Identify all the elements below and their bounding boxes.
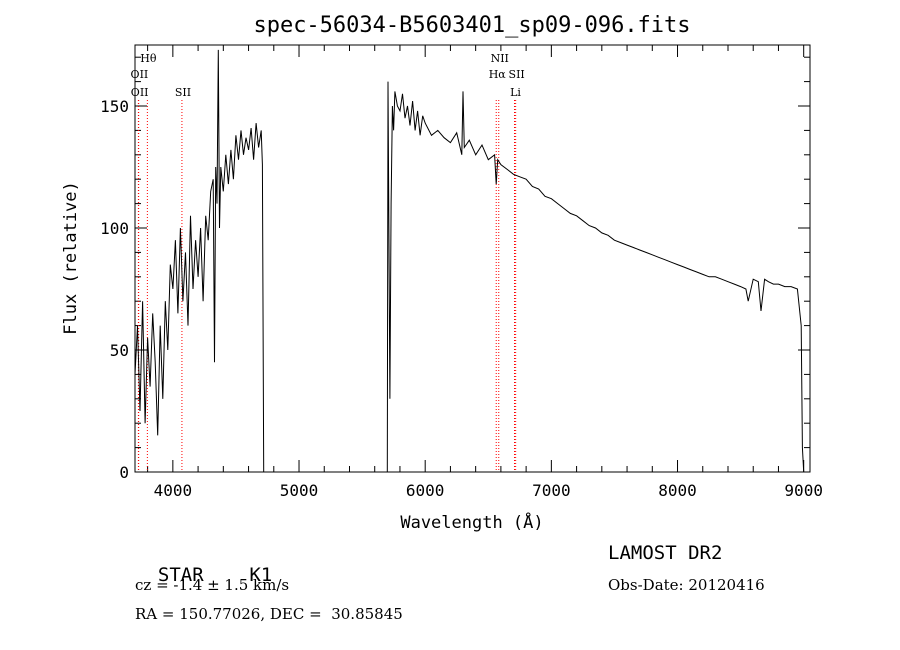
object-class: STAR K1 <box>135 542 272 586</box>
y-tick-label: 100 <box>100 219 129 238</box>
y-tick-label: 150 <box>100 97 129 116</box>
spectrum-line <box>134 49 805 473</box>
spectral-line-label: Hθ <box>140 52 157 65</box>
x-tick-label: 9000 <box>784 481 823 500</box>
spectral-line-label: OII <box>131 86 149 99</box>
spectral-line-label: NII <box>491 52 509 65</box>
x-axis-label: Wavelength (Å) <box>400 511 543 533</box>
spectral-line-label: Hα <box>489 68 507 81</box>
x-tick-label: 8000 <box>658 481 697 500</box>
y-tick-label: 50 <box>110 341 129 360</box>
plot-frame <box>134 44 811 473</box>
coordinates-text: RA = 150.77026, DEC = 30.85845 <box>135 605 403 623</box>
redshift-text: cz = -1.4 ± 1.5 km/s <box>135 576 290 594</box>
chart-title: spec-56034-B5603401_sp09-096.fits <box>253 13 690 38</box>
subclass-value: K1 <box>249 564 273 586</box>
y-axis-label: Flux (relative) <box>61 181 81 335</box>
y-tick-label: 0 <box>119 463 129 482</box>
class-value: STAR <box>157 564 204 586</box>
spectral-line-label: SII <box>509 68 525 81</box>
x-tick-label: 7000 <box>532 481 571 500</box>
survey-label: LAMOST DR2 <box>608 542 723 564</box>
spectral-line-label: OII <box>131 68 149 81</box>
spectrum-chart: spec-56034-B5603401_sp09-096.fits 4000 50… <box>61 13 823 533</box>
obs-date-text: Obs-Date: 20120416 <box>608 576 765 594</box>
x-tick-label: 5000 <box>280 481 319 500</box>
spectral-line-label: SII <box>175 86 191 99</box>
spectral-line-label: Li <box>510 86 521 99</box>
x-tick-label: 4000 <box>154 481 193 500</box>
x-tick-label: 6000 <box>406 481 445 500</box>
